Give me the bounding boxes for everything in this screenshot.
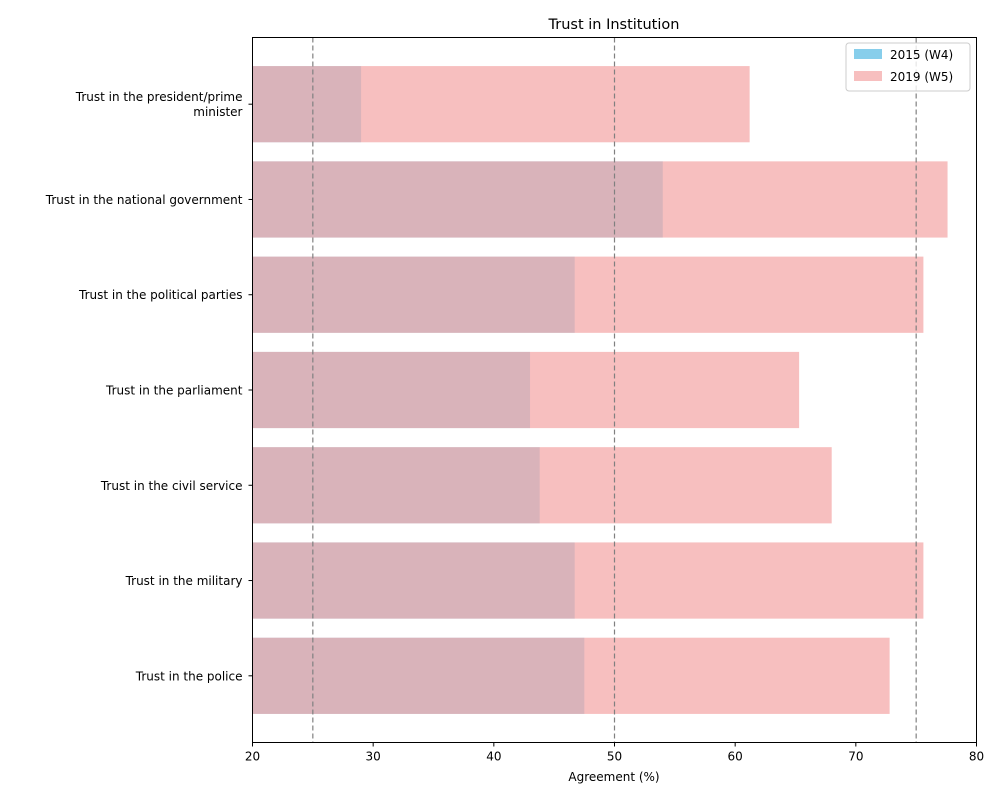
y-axis: Trust in the president/prime minister Trus… [45, 90, 253, 683]
bar-series2-5 [252, 542, 924, 619]
x-tick-label: 60 [728, 750, 743, 764]
y-tick-label: Trust in the parliament [105, 384, 243, 398]
chart-title: Trust in Institution [548, 17, 680, 33]
bar-series2-1 [252, 161, 948, 238]
bar-series2-3 [252, 351, 800, 429]
legend-label-1: 2015 (W4) [890, 48, 953, 62]
x-tick-label: 30 [366, 750, 381, 764]
bar-series2-2 [252, 256, 924, 333]
bar-series2-4 [252, 447, 832, 524]
x-tick-label: 80 [969, 750, 984, 764]
y-tick-label: Trust in the president/prime minister [75, 90, 243, 119]
y-tick-label: Trust in the civil service [100, 479, 243, 493]
y-tick-label: Trust in the military [125, 574, 243, 588]
y-tick-label: Trust in the national government [45, 193, 243, 207]
y-tick-label: Trust in the police [135, 669, 243, 683]
legend-swatch-1 [854, 49, 882, 59]
bar-series2-6 [252, 637, 890, 714]
x-tick-label: 20 [245, 750, 260, 764]
x-axis: 20 30 40 50 60 70 80 [245, 742, 984, 764]
x-tick-label: 70 [848, 750, 863, 764]
reference-lines [312, 37, 917, 743]
x-tick-label: 50 [607, 750, 622, 764]
legend-swatch-2 [854, 71, 882, 81]
y-tick-label: Trust in the political parties [78, 288, 242, 302]
legend: 2015 (W4) 2019 (W5) [845, 42, 971, 92]
x-tick-label: 40 [486, 750, 501, 764]
legend-label-2: 2019 (W5) [890, 70, 953, 84]
x-axis-label: Agreement (%) [568, 770, 659, 784]
bar-series2-0 [252, 66, 750, 143]
bars-group [252, 66, 948, 714]
